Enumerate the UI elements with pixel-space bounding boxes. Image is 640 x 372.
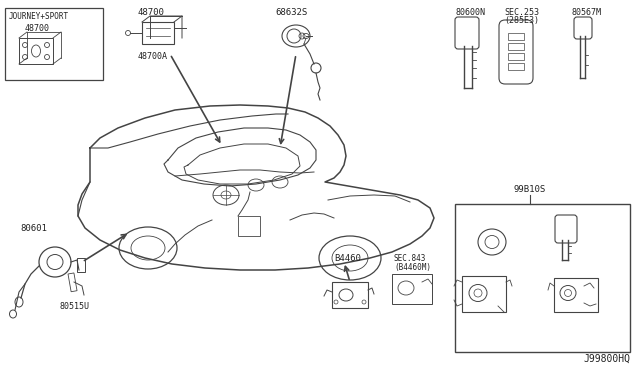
- Bar: [5, 8, 103, 80]
- Text: J99800HQ: J99800HQ: [583, 354, 630, 364]
- Text: 80601: 80601: [20, 224, 47, 233]
- Bar: [508, 43, 524, 50]
- Bar: [462, 276, 506, 312]
- Text: 48700: 48700: [138, 8, 165, 17]
- Bar: [238, 216, 260, 236]
- Text: 99B10S: 99B10S: [514, 185, 546, 194]
- Bar: [455, 204, 630, 352]
- Text: 80515U: 80515U: [60, 302, 90, 311]
- Text: 68632S: 68632S: [275, 8, 307, 17]
- Text: SEC.843: SEC.843: [394, 254, 426, 263]
- Bar: [554, 278, 598, 312]
- Bar: [332, 282, 368, 308]
- Bar: [68, 273, 77, 292]
- Bar: [142, 22, 174, 44]
- Bar: [19, 38, 53, 64]
- Bar: [77, 258, 85, 272]
- Text: 80567M: 80567M: [572, 8, 602, 17]
- Text: JOURNEY+SPORT: JOURNEY+SPORT: [9, 12, 69, 21]
- Bar: [508, 33, 524, 40]
- Bar: [392, 274, 432, 304]
- Bar: [508, 63, 524, 70]
- Text: 48700: 48700: [25, 24, 50, 33]
- Text: 80600N: 80600N: [456, 8, 486, 17]
- Text: (285E3): (285E3): [504, 16, 539, 25]
- Text: (B4460M): (B4460M): [394, 263, 431, 272]
- Bar: [508, 53, 524, 60]
- Text: SEC.253: SEC.253: [504, 8, 539, 17]
- Text: B4460: B4460: [334, 254, 361, 263]
- Text: 48700A: 48700A: [138, 52, 168, 61]
